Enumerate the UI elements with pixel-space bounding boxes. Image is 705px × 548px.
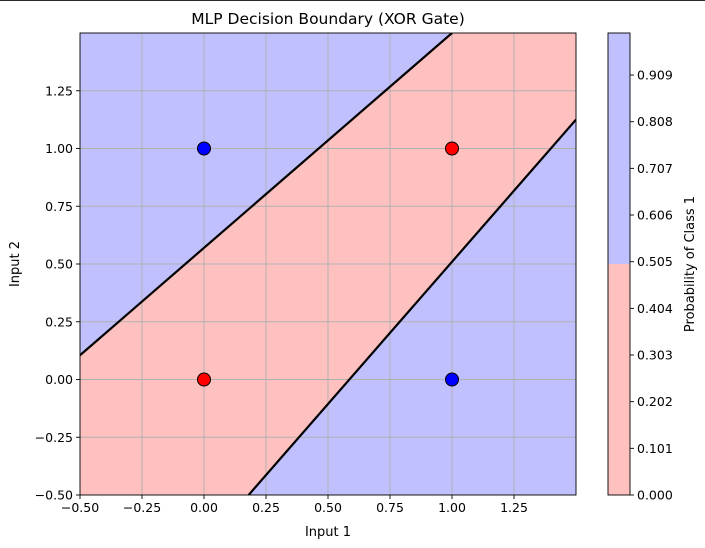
x-tick-label: 1.25 <box>500 500 528 515</box>
colorbar-tick-label: 0.303 <box>637 348 673 363</box>
colorbar: 0.000 0.101 0.202 0.303 0.404 0.505 0.606 0.707… <box>607 32 698 503</box>
y-tick-label: −0.25 <box>35 430 73 445</box>
data-points <box>197 141 459 387</box>
x-tick-label: 0.75 <box>376 500 404 515</box>
y-ticks: −0.50 −0.25 0.00 0.25 0.50 0.75 1.00 1.25 <box>35 83 80 503</box>
x-tick-label: −0.50 <box>61 500 99 515</box>
y-axis-label: Input 2 <box>8 241 23 287</box>
decision-boundary-line <box>247 118 576 495</box>
colorbar-frame <box>607 32 631 496</box>
colorbar-tick-label: 0.202 <box>637 394 673 409</box>
top-border-line <box>0 0 705 1</box>
colorbar-tick-label: 0.000 <box>637 488 673 503</box>
colorbar-ticks: 0.000 0.101 0.202 0.303 0.404 0.505 0.606 0.707… <box>630 68 673 503</box>
y-tick-label: 0.75 <box>45 199 73 214</box>
data-point <box>445 372 459 387</box>
colorbar-tick-label: 0.808 <box>637 114 673 129</box>
x-axis-label: Input 1 <box>305 525 351 540</box>
y-tick-label: −0.50 <box>35 488 73 503</box>
y-tick-label: 1.25 <box>45 83 73 98</box>
decision-boundary-line <box>80 33 453 357</box>
colorbar-label: Probability of Class 1 <box>683 196 698 332</box>
colorbar-tick-label: 0.505 <box>637 254 673 269</box>
colorbar-class1-segment <box>608 33 630 264</box>
y-tick-label: 1.00 <box>45 141 73 156</box>
chart-title: MLP Decision Boundary (XOR Gate) <box>191 10 465 28</box>
colorbar-tick-label: 0.909 <box>637 68 673 83</box>
data-point <box>197 141 211 156</box>
x-ticks: −0.50 −0.25 0.00 0.25 0.50 0.75 1.00 1.25 <box>61 495 528 515</box>
colorbar-tick-label: 0.606 <box>637 208 673 223</box>
grid-lines <box>80 33 576 495</box>
colorbar-tick-label: 0.101 <box>637 441 673 456</box>
colorbar-tick-label: 0.707 <box>637 161 673 176</box>
y-tick-label: 0.50 <box>45 257 73 272</box>
x-tick-label: 0.25 <box>252 500 280 515</box>
x-tick-label: −0.25 <box>123 500 161 515</box>
plot-area <box>80 33 576 495</box>
x-tick-label: 1.00 <box>438 500 466 515</box>
data-point <box>197 372 211 387</box>
colorbar-class0-segment <box>608 264 630 495</box>
data-point <box>445 141 459 156</box>
x-tick-label: 0.50 <box>314 500 342 515</box>
colorbar-tick-label: 0.404 <box>637 301 673 316</box>
y-tick-label: 0.25 <box>45 314 73 329</box>
decision-boundaries <box>80 33 576 495</box>
y-tick-label: 0.00 <box>45 372 73 387</box>
x-tick-label: 0.00 <box>190 500 218 515</box>
